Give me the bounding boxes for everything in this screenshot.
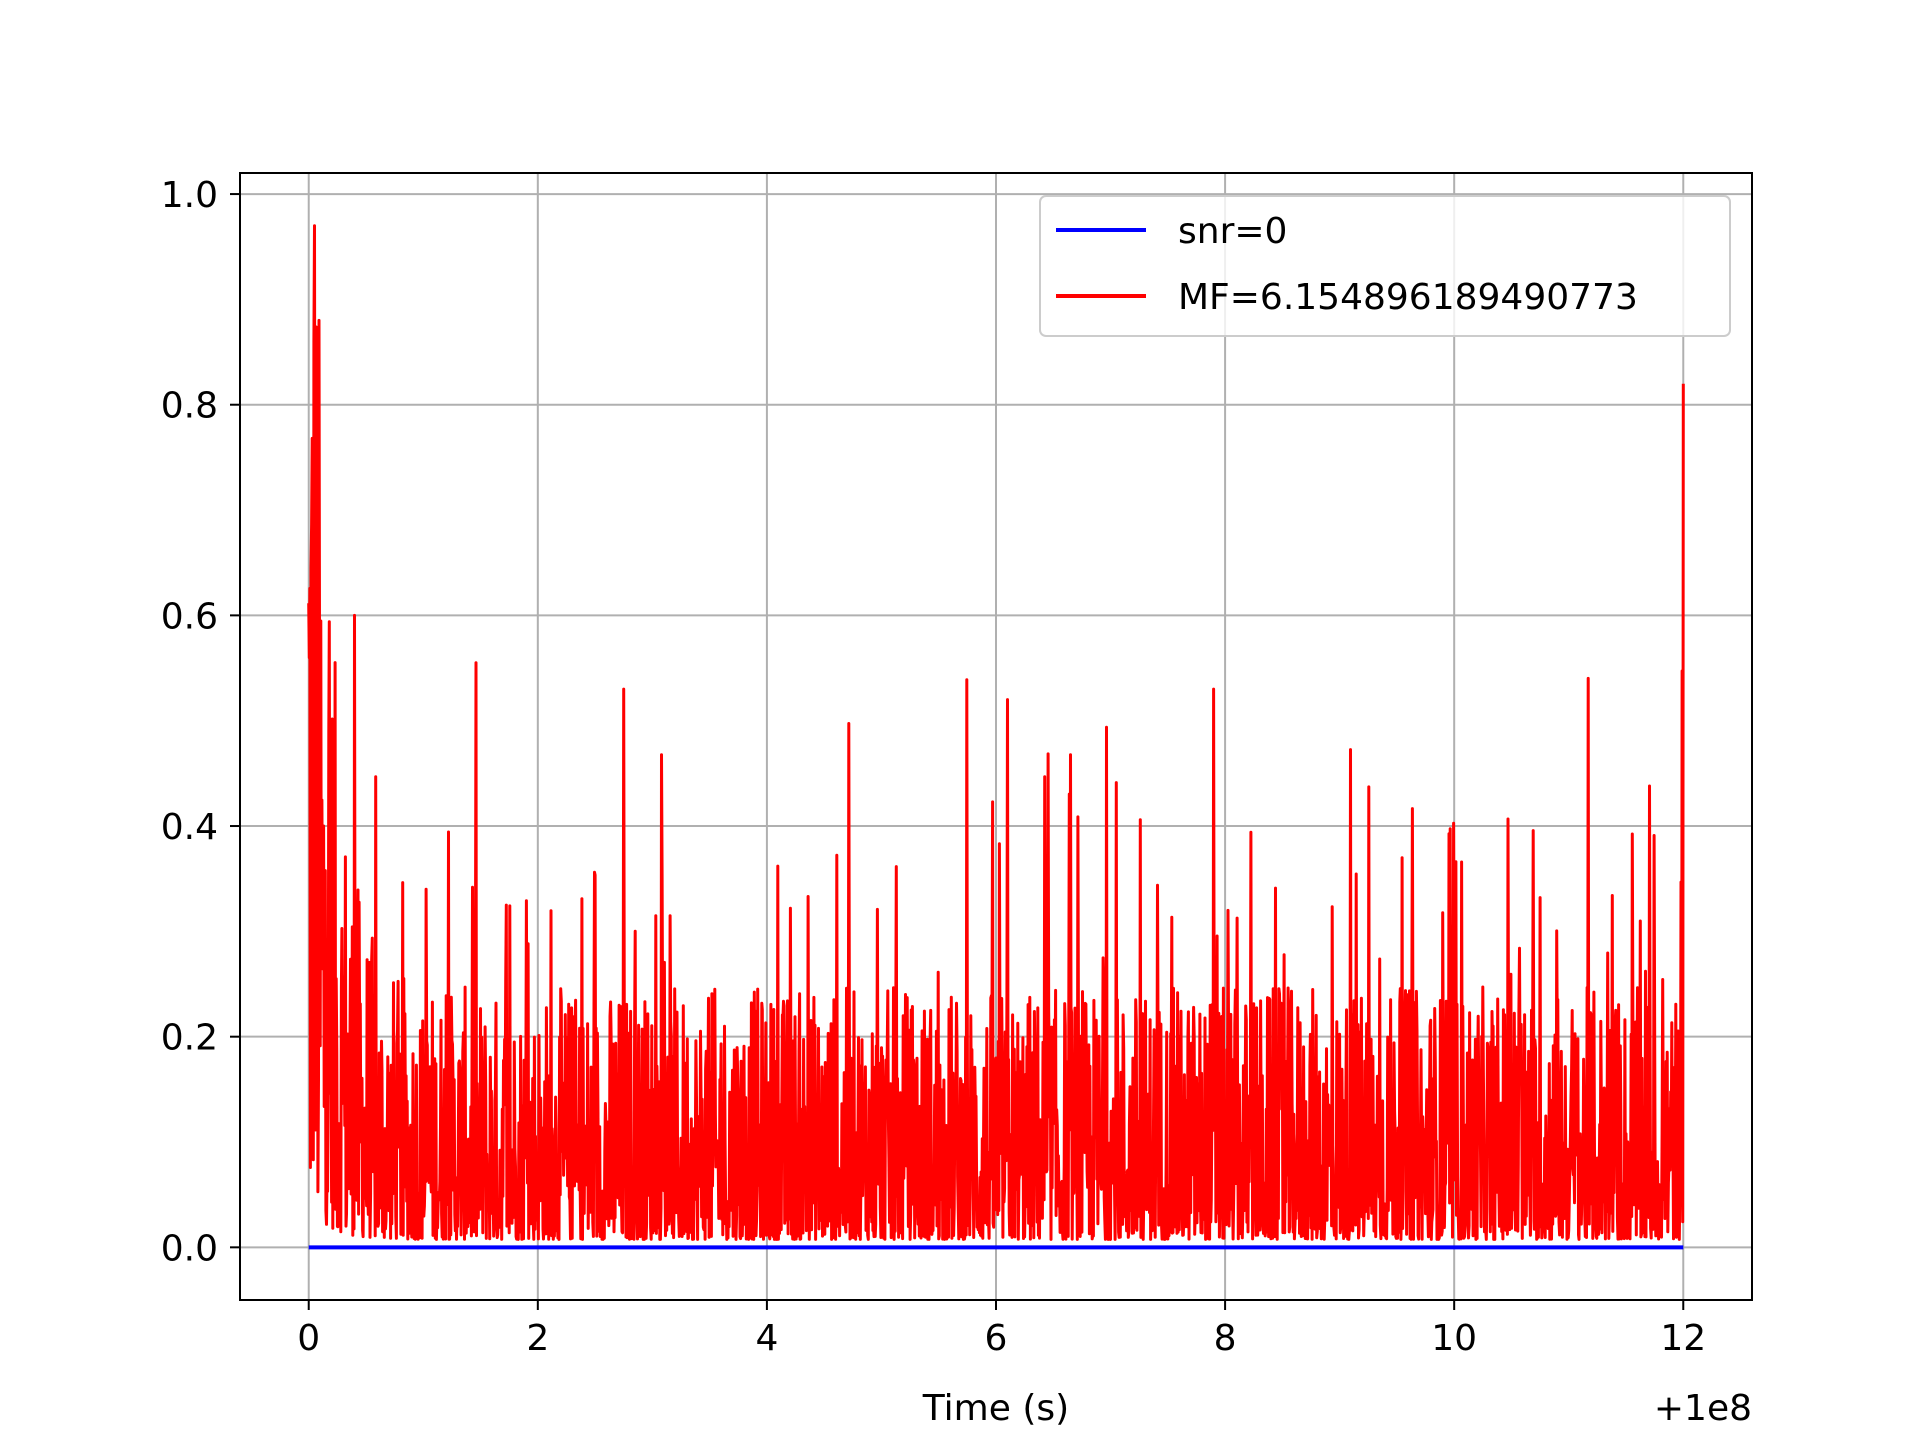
x-axis-label: Time (s) xyxy=(922,1388,1069,1429)
legend: snr=0 MF=6.154896189490773 xyxy=(1039,195,1731,337)
x-tick-label: 0 xyxy=(297,1318,320,1359)
x-offset-label: +1e8 xyxy=(1654,1388,1752,1429)
series-layer xyxy=(307,224,1685,1250)
legend-label-mf: MF=6.154896189490773 xyxy=(1178,277,1638,318)
y-tick-label: 0.6 xyxy=(161,596,218,637)
x-tick-label: 12 xyxy=(1660,1318,1706,1359)
x-tick-label: 2 xyxy=(526,1318,549,1359)
y-tick-label: 0.0 xyxy=(161,1228,218,1269)
y-tick-label: 1.0 xyxy=(161,175,218,216)
y-tick-label: 0.8 xyxy=(161,386,218,427)
y-tick-label: 0.2 xyxy=(161,1018,218,1059)
legend-box xyxy=(1039,195,1731,337)
x-tick-label: 10 xyxy=(1431,1318,1477,1359)
x-tick-label: 8 xyxy=(1214,1318,1237,1359)
legend-label-snr: snr=0 xyxy=(1178,211,1287,252)
y-tick-label: 0.4 xyxy=(161,807,218,848)
series-line-mf xyxy=(307,224,1685,1241)
tick-layer: 0 2 4 6 8 10 12 0.0 0.2 0.4 0.6 0.8 1.0 xyxy=(161,175,1706,1359)
x-tick-label: 4 xyxy=(755,1318,778,1359)
x-tick-label: 6 xyxy=(985,1318,1008,1359)
